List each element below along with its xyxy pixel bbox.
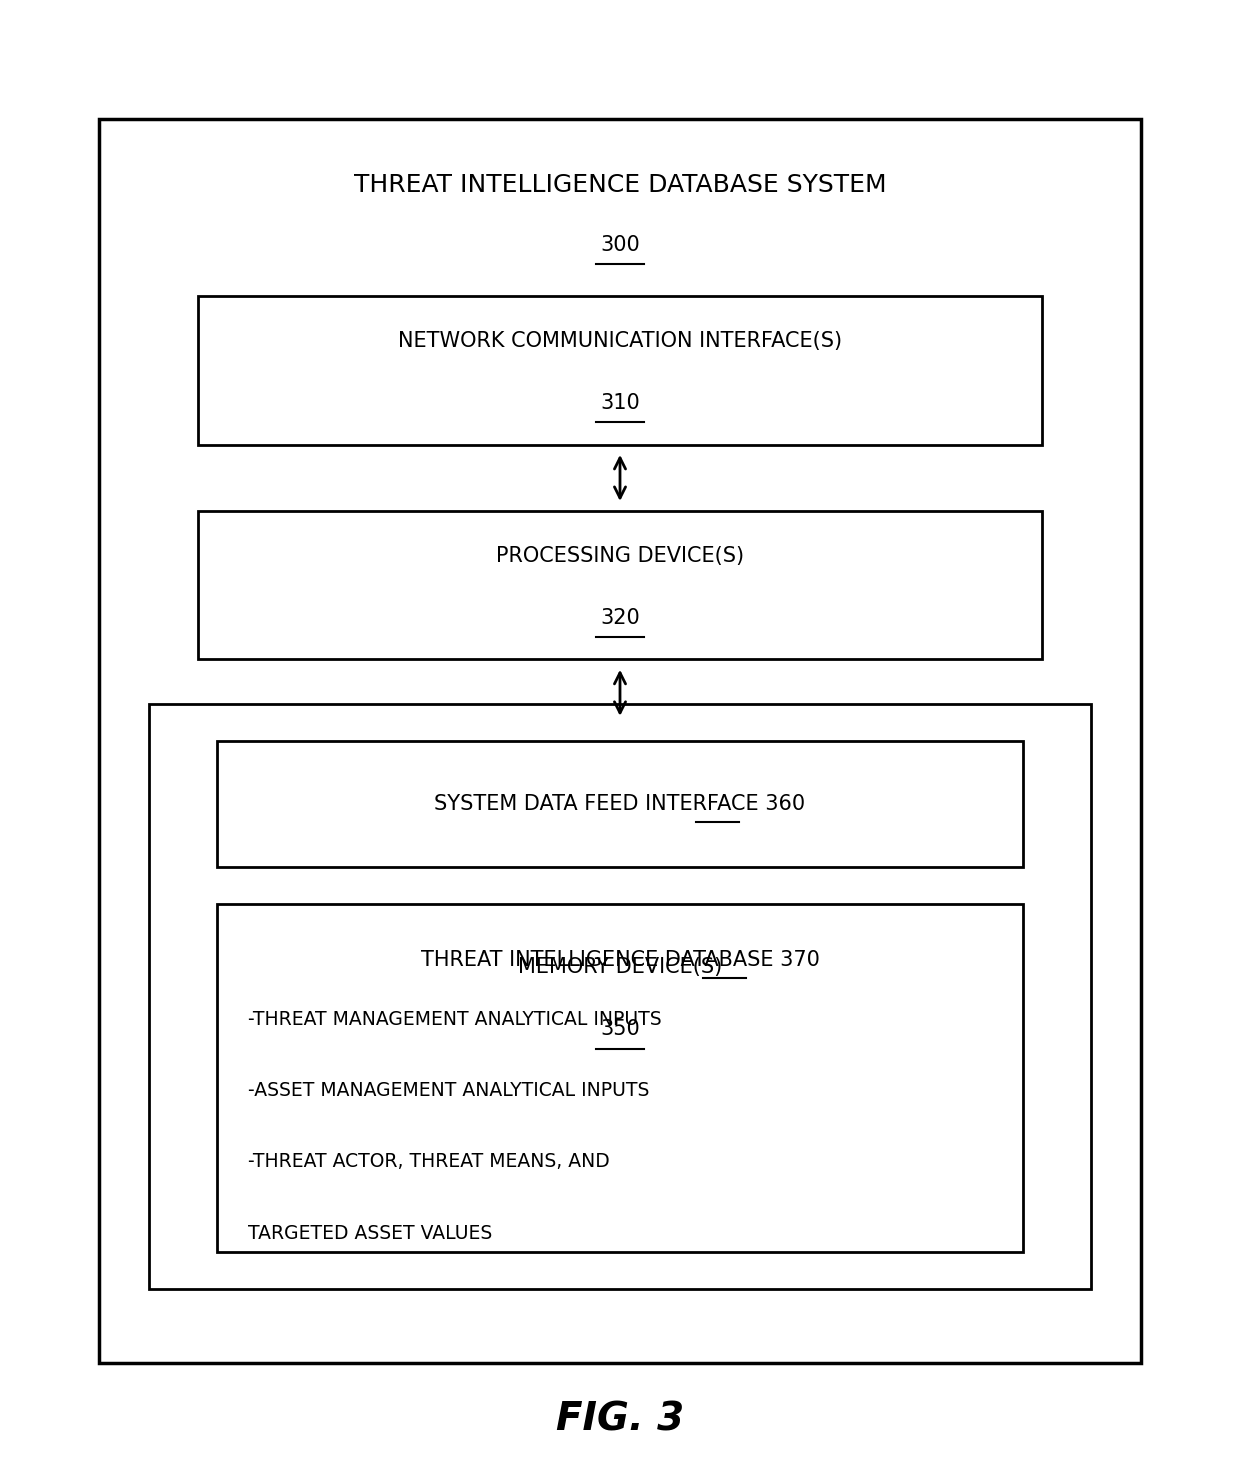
- Text: 350: 350: [600, 1020, 640, 1039]
- Text: TARGETED ASSET VALUES: TARGETED ASSET VALUES: [248, 1224, 492, 1242]
- Text: 320: 320: [600, 608, 640, 628]
- FancyBboxPatch shape: [217, 904, 1023, 1252]
- Text: NETWORK COMMUNICATION INTERFACE(S): NETWORK COMMUNICATION INTERFACE(S): [398, 330, 842, 351]
- Text: MEMORY DEVICE(S): MEMORY DEVICE(S): [518, 957, 722, 977]
- Text: 310: 310: [600, 393, 640, 413]
- Text: PROCESSING DEVICE(S): PROCESSING DEVICE(S): [496, 545, 744, 566]
- Text: SYSTEM DATA FEED INTERFACE 360: SYSTEM DATA FEED INTERFACE 360: [434, 794, 806, 814]
- Text: -ASSET MANAGEMENT ANALYTICAL INPUTS: -ASSET MANAGEMENT ANALYTICAL INPUTS: [248, 1082, 650, 1100]
- Text: 300: 300: [600, 234, 640, 255]
- Text: THREAT INTELLIGENCE DATABASE 370: THREAT INTELLIGENCE DATABASE 370: [420, 950, 820, 971]
- Text: -THREAT MANAGEMENT ANALYTICAL INPUTS: -THREAT MANAGEMENT ANALYTICAL INPUTS: [248, 1011, 662, 1029]
- Text: FIG. 3: FIG. 3: [556, 1400, 684, 1439]
- FancyBboxPatch shape: [149, 704, 1091, 1289]
- Text: -THREAT ACTOR, THREAT MEANS, AND: -THREAT ACTOR, THREAT MEANS, AND: [248, 1153, 610, 1171]
- FancyBboxPatch shape: [99, 119, 1141, 1363]
- FancyBboxPatch shape: [217, 741, 1023, 867]
- FancyBboxPatch shape: [198, 296, 1042, 445]
- Text: THREAT INTELLIGENCE DATABASE SYSTEM: THREAT INTELLIGENCE DATABASE SYSTEM: [353, 173, 887, 197]
- FancyBboxPatch shape: [198, 511, 1042, 659]
